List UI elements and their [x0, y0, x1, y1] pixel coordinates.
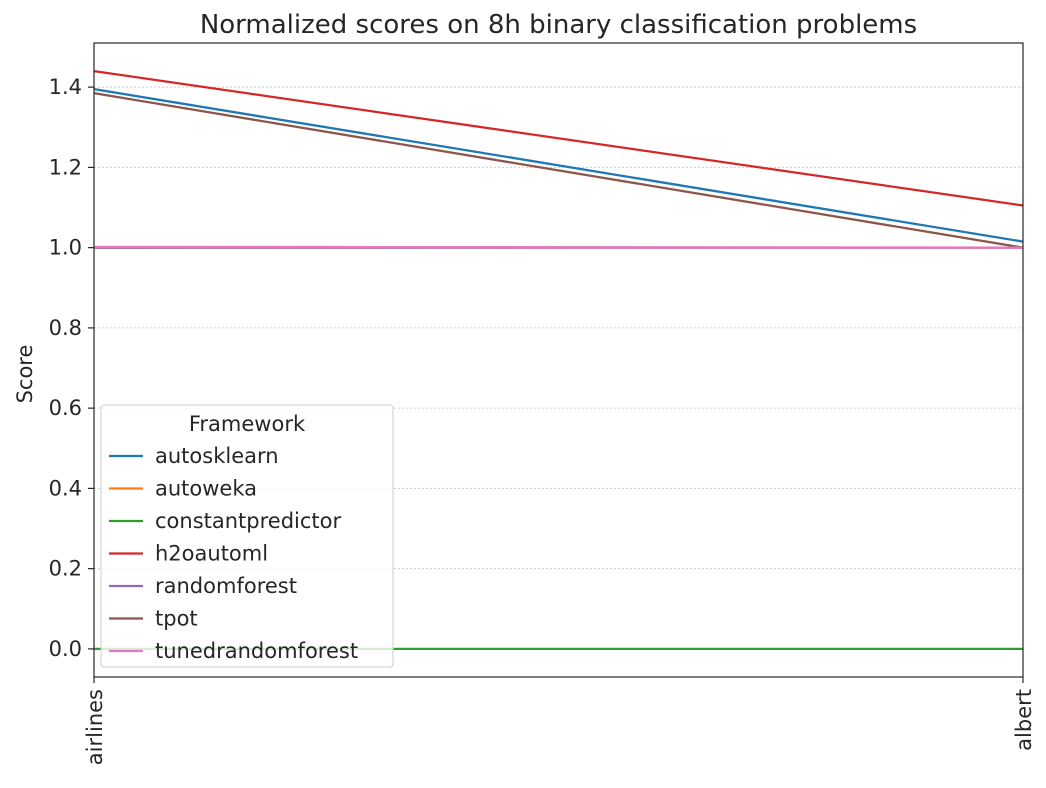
y-tick-label: 0.8 [49, 316, 82, 340]
y-tick-label: 0.2 [49, 557, 82, 581]
legend-label: autoweka [155, 477, 257, 501]
plot-area-frame [93, 42, 1024, 678]
y-tick-label: 0.0 [49, 637, 82, 661]
x-axis-ticks: airlines albert [83, 677, 1036, 765]
y-tick-label: 1.4 [49, 75, 82, 99]
y-tick-label: 0.6 [49, 396, 82, 420]
legend-label: h2oautoml [155, 542, 268, 566]
y-axis-ticks: 0.0 0.2 0.4 0.6 0.8 1.0 1.2 1.4 [49, 75, 94, 661]
y-tick-label: 0.4 [49, 476, 82, 500]
legend-box [100, 404, 394, 668]
x-tick-label: airlines [83, 689, 107, 765]
chart-title: Normalized scores on 8h binary classific… [200, 10, 917, 40]
series-line-h2oautoml [93, 69, 1024, 207]
y-tick-label: 1.2 [49, 155, 82, 179]
legend-label: autosklearn [155, 444, 279, 468]
legend-items: autosklearn autoweka constantpredictor h2oa… [109, 444, 358, 663]
legend-label: tunedrandomforest [155, 639, 358, 663]
legend-label: tpot [155, 607, 198, 631]
y-tick-label: 1.0 [49, 236, 82, 260]
series-line-tunedrandomforest [93, 245, 1024, 249]
y-axis-title: Score [13, 345, 37, 404]
legend: Framework autosklearn autoweka constantpre… [100, 404, 394, 668]
legend-label: randomforest [155, 574, 297, 598]
legend-title: Framework [189, 412, 306, 436]
series-line-tpot [93, 92, 1024, 249]
series-line-autosklearn [93, 88, 1024, 243]
series-lines [93, 69, 1024, 651]
x-tick-label: albert [1012, 689, 1036, 751]
legend-label: constantpredictor [155, 509, 342, 533]
